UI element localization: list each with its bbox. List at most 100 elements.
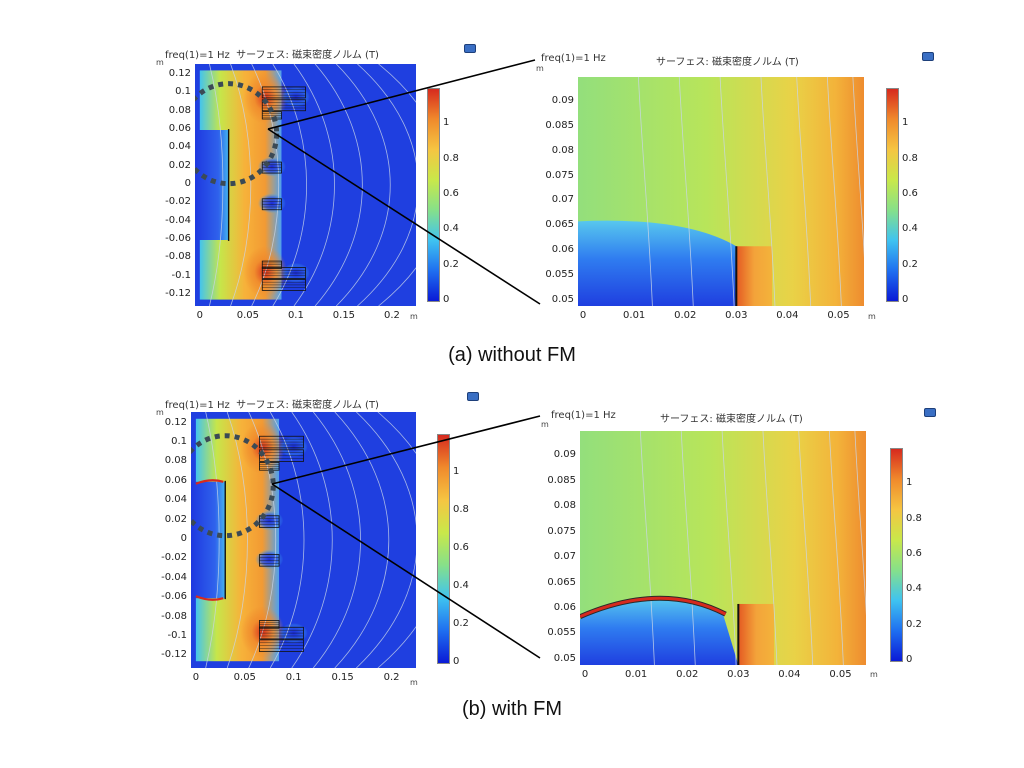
colorbar-tick: 0.6 [906,548,922,559]
x-tick-label: 0 [579,310,587,321]
zoom-svg [580,431,866,665]
x-tick-label: 0.05 [829,669,852,680]
x-tick-label: 0 [192,672,200,683]
y-tick-label: 0.05 [551,294,574,306]
fm-sheet-bottom [195,595,224,601]
y-tick-label: 0.08 [553,500,576,512]
colorbar-tick: 1 [443,117,450,129]
contour-line [828,431,844,665]
y-tick-label: -0.1 [167,629,187,641]
x-unit-label: m [870,670,878,679]
colorbar [890,448,903,662]
colorbar-tick: 0.4 [902,223,918,235]
y-tick-label: 0.085 [545,119,574,131]
contour-line [639,431,655,665]
caption-b: (b) with FM [462,698,562,720]
contour-line [680,431,696,665]
contour-line [226,412,248,668]
contour-line [798,431,814,665]
y-tick-label: 0.065 [545,219,574,231]
colorbar-tick: 0.8 [443,152,459,164]
contour-line [719,77,735,306]
y-tick-label: 0.065 [547,576,576,588]
y-tick-label: 0.12 [164,416,187,428]
contour-line [854,431,866,615]
shield-inner-region [191,481,226,599]
export-icon[interactable] [922,52,934,61]
x-tick-label: 0.01 [625,669,648,680]
colorbar-tick: 0.2 [453,618,469,629]
colorbar-tick: 0.8 [453,504,469,515]
y-tick-label: 0.06 [553,602,576,614]
y-tick-label: 0.02 [164,513,187,525]
y-unit-label: m [156,408,164,417]
colorbar-tick: 0 [443,294,450,305]
colorbar-tick: 0.6 [443,188,459,199]
colorbar [886,88,899,302]
contour-line [762,431,778,665]
y-tick-label: 0.06 [551,244,574,256]
y-tick-label: 0.075 [547,525,576,537]
x-tick-label: 0.2 [384,310,400,321]
field-plot[interactable] [195,64,416,306]
x-tick-label: 0 [196,310,203,321]
y-tick-label: 0.08 [168,104,191,116]
export-icon[interactable] [467,392,479,401]
x-tick-label: 0 [581,669,589,680]
zoom-plot[interactable] [580,431,866,665]
y-tick-label: 0.085 [547,474,576,486]
plot-title: freq(1)=1 Hz サーフェス: 磁束密度ノルム (T) [165,400,379,411]
caption-a: (a) without FM [448,344,576,366]
x-tick-label: 0.03 [727,669,750,680]
x-tick-label: 0.1 [287,310,304,321]
contour-line [205,412,220,668]
colorbar [437,434,450,664]
x-tick-label: 0.03 [725,310,748,321]
export-icon[interactable] [924,408,936,417]
colorbar-tick: 0 [453,656,460,667]
y-tick-label: -0.08 [165,251,191,263]
y-tick-label: 0.06 [164,474,187,486]
y-tick-label: 0.09 [551,94,574,106]
y-tick-label: 0.055 [545,269,574,281]
colorbar-tick: 0.2 [443,258,459,270]
y-unit-label: m [156,58,164,67]
contour-line [637,77,653,306]
edge-hot-region [736,246,773,306]
x-tick-label: 0.1 [285,672,302,683]
low-field-region [578,220,737,306]
field-svg [195,64,416,306]
plot-title-left: freq(1)=1 Hz [541,53,606,64]
y-tick-label: 0.08 [551,144,574,156]
colorbar-tick: 0.2 [906,618,922,630]
x-tick-label: 0.05 [827,310,850,321]
colorbar-tick: 0.6 [902,188,918,199]
low-field-region [580,597,739,665]
fm-sheet [580,596,727,619]
y-tick-label: -0.06 [165,233,191,244]
colorbar-tick: 0.2 [902,258,918,270]
y-tick-label: 0.07 [553,551,576,563]
contour-line [721,431,737,665]
colorbar-tick: 1 [453,466,460,477]
colorbar-tick: 0 [902,294,909,305]
colorbar-tick: 0.4 [453,580,469,591]
colorbar [427,88,440,302]
y-tick-label: -0.04 [165,214,191,226]
x-tick-label: 0.05 [233,672,256,683]
y-tick-label: 0.08 [164,455,187,467]
y-tick-label: 0 [184,178,191,189]
y-tick-label: -0.02 [161,552,187,564]
x-tick-label: 0.02 [674,310,697,321]
x-tick-label: 0.04 [776,310,799,321]
y-tick-label: -0.02 [165,196,191,208]
x-tick-label: 0.15 [331,672,354,683]
zoom-plot[interactable] [578,77,864,306]
y-tick-label: 0.1 [171,436,187,448]
colorbar-tick: 0.8 [906,512,922,524]
contour-line [678,77,694,306]
export-icon[interactable] [464,44,476,53]
y-tick-label: 0 [180,533,187,544]
x-tick-label: 0.05 [236,310,259,321]
field-plot[interactable] [191,412,416,668]
